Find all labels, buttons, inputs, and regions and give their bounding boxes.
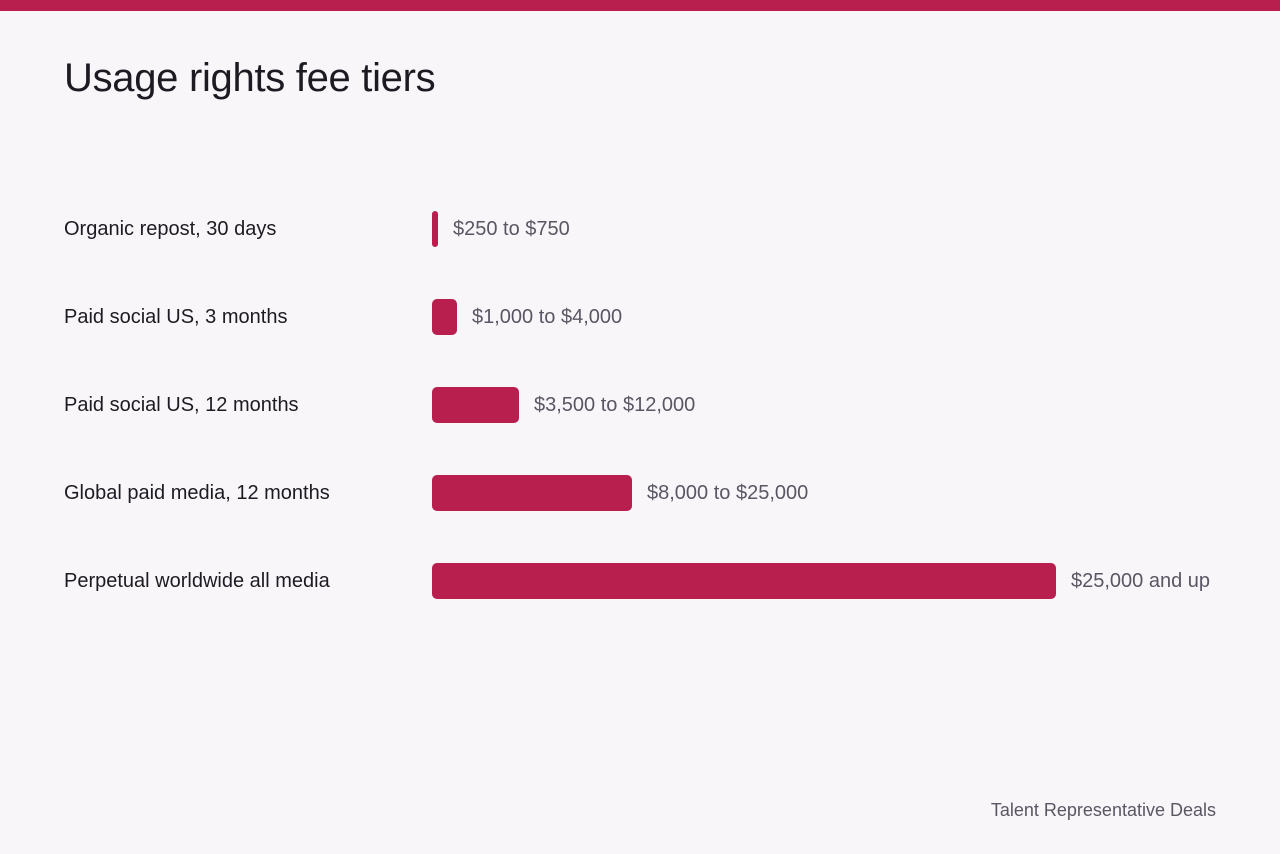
bar-row: Paid social US, 12 months $3,500 to $12,0… — [0, 387, 1280, 423]
bar — [432, 299, 457, 335]
bar-row: Organic repost, 30 days $250 to $750 — [0, 211, 1280, 247]
bar-row: Paid social US, 3 months $1,000 to $4,000 — [0, 299, 1280, 335]
value-label: $8,000 to $25,000 — [647, 482, 809, 504]
category-label: Perpetual worldwide all media — [64, 570, 330, 592]
bar-row: Global paid media, 12 months $8,000 to $2… — [0, 475, 1280, 511]
bar — [432, 387, 519, 423]
value-label: $250 to $750 — [453, 218, 570, 240]
value-label: $3,500 to $12,000 — [534, 394, 696, 416]
bar — [432, 211, 438, 247]
category-label: Organic repost, 30 days — [64, 218, 277, 240]
value-label: $25,000 and up — [1071, 570, 1211, 592]
category-label: Paid social US, 12 months — [64, 394, 299, 416]
category-label: Global paid media, 12 months — [64, 482, 330, 504]
source-credit: Talent Representative Deals — [990, 800, 1216, 820]
top-accent-bar — [0, 0, 1280, 11]
bar-row: Perpetual worldwide all media $25,000 and… — [0, 563, 1280, 599]
bar — [432, 563, 1056, 599]
value-label: $1,000 to $4,000 — [472, 306, 623, 328]
category-label: Paid social US, 3 months — [64, 306, 288, 328]
chart-title: Usage rights fee tiers — [64, 56, 436, 100]
bar — [432, 475, 632, 511]
